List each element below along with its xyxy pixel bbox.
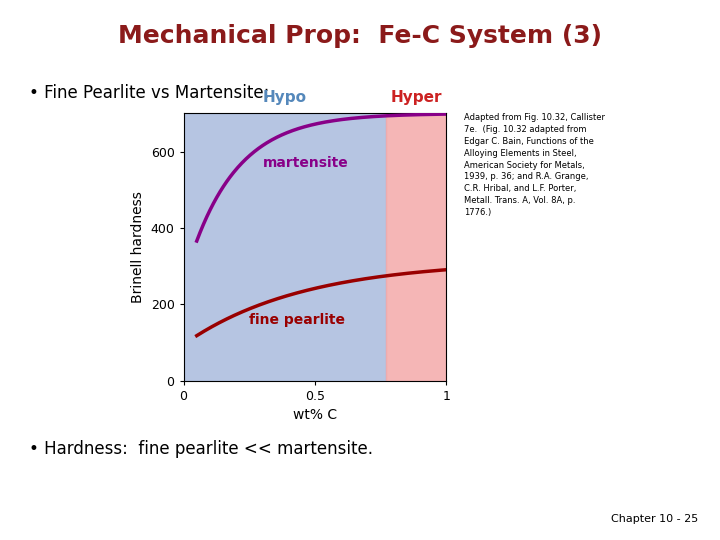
Text: martensite: martensite [262, 156, 348, 170]
Text: Adapted from Fig. 10.32, Callister
7e.  (Fig. 10.32 adapted from
Edgar C. Bain, : Adapted from Fig. 10.32, Callister 7e. (… [464, 113, 606, 217]
Bar [184, 113, 386, 381]
Bar [386, 113, 446, 381]
X-axis label: wt% C: wt% C [293, 408, 337, 422]
Text: fine pearlite: fine pearlite [249, 313, 346, 327]
Text: Hyper: Hyper [390, 90, 442, 105]
Text: Mechanical Prop:  Fe-C System (3): Mechanical Prop: Fe-C System (3) [118, 24, 602, 48]
Text: Hypo: Hypo [263, 90, 307, 105]
Text: • Fine Pearlite vs Martensite:: • Fine Pearlite vs Martensite: [29, 84, 269, 102]
Text: Chapter 10 - 25: Chapter 10 - 25 [611, 514, 698, 524]
Y-axis label: Brinell hardness: Brinell hardness [131, 191, 145, 303]
Text: • Hardness:  fine pearlite << martensite.: • Hardness: fine pearlite << martensite. [29, 440, 373, 458]
